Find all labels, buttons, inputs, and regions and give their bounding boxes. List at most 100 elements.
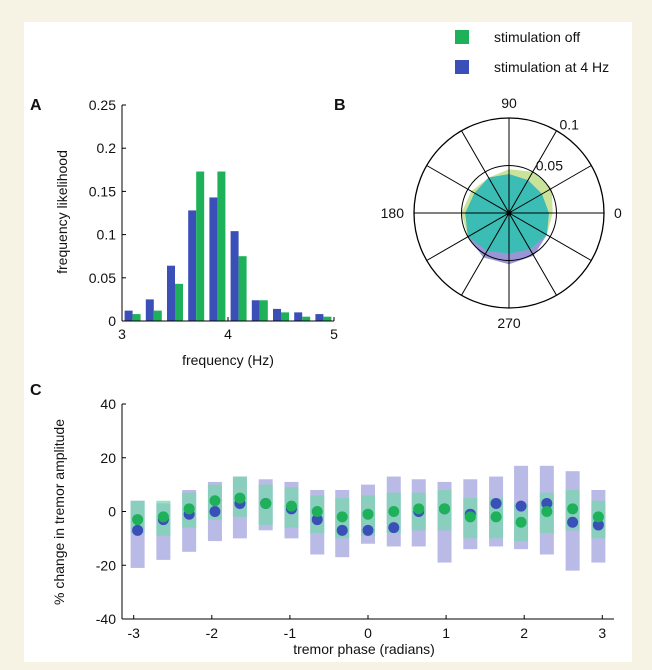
point-off — [413, 503, 425, 515]
bar-4hz — [294, 312, 303, 321]
polar-area-overlap — [465, 174, 549, 254]
polar-radial-label: 0.05 — [536, 158, 563, 174]
point-4hz — [541, 497, 553, 509]
panel-a-xtick-label: 5 — [330, 326, 338, 342]
polar-spoke — [426, 212, 510, 261]
panel-a-ytick-label: 0.1 — [97, 227, 117, 243]
point-4hz — [567, 516, 579, 528]
point-4hz — [209, 506, 221, 517]
bar-off — [132, 314, 141, 321]
bar-off — [217, 171, 226, 321]
point-off — [260, 497, 272, 509]
polar-angle-label: 180 — [381, 205, 405, 221]
bar-off — [238, 256, 247, 321]
panel-c-xtick-label: 2 — [520, 625, 528, 641]
polar-spoke — [461, 212, 510, 296]
bar-4hz — [251, 300, 260, 321]
panel-c-ytick-label: -20 — [96, 557, 116, 573]
bar-4hz — [273, 308, 281, 321]
point-off — [464, 511, 476, 523]
panel-c-ylabel: % change in tremor amplitude — [51, 419, 67, 605]
panel-c-xlabel: tremor phase (radians) — [293, 641, 435, 657]
panel-a-xtick-label: 4 — [224, 326, 232, 342]
point-off — [567, 503, 579, 515]
legend-swatch-4hz — [455, 60, 469, 74]
panel-a-ytick-label: 0.05 — [89, 270, 116, 286]
bar-off — [302, 316, 311, 321]
bar-4hz — [315, 314, 324, 321]
panel-a-ylabel: frequency likelihood — [54, 150, 70, 274]
panel-a-bars — [124, 171, 332, 321]
polar-spoke — [426, 165, 510, 214]
panel-a-ytick-label: 0.25 — [89, 97, 116, 113]
point-4hz — [515, 500, 527, 512]
bar-off — [153, 310, 162, 321]
bar-4hz — [230, 231, 239, 321]
bar-off — [281, 312, 289, 321]
panel-c: C -40 -20 0 20 40 -3 -2 -1 0 1 2 3 tremor phase (ra… — [30, 382, 614, 657]
panel-label-a: A — [30, 97, 42, 114]
point-off — [285, 500, 297, 512]
panel-b: B 90 180 270 0 0.05 0.1 — [334, 95, 622, 331]
point-4hz — [311, 514, 323, 526]
panel-a-xlabel: frequency (Hz) — [182, 352, 274, 368]
bar-4hz — [188, 210, 197, 321]
panel-a-ytick-label: 0.2 — [97, 140, 117, 156]
bar-off — [196, 171, 205, 321]
polar-spoke — [508, 165, 592, 214]
bar-4hz — [124, 310, 133, 321]
polar-angle-label: 270 — [497, 315, 521, 331]
panel-a-xtick-label: 3 — [118, 326, 126, 342]
legend-label-off: stimulation off — [494, 29, 580, 45]
bar-4hz — [167, 265, 175, 321]
panel-c-xtick-label: 3 — [598, 625, 606, 641]
panel-c-xtick-label: -1 — [284, 625, 297, 641]
point-off — [515, 516, 527, 528]
point-off — [439, 503, 451, 515]
panel-c-xtick-label: 0 — [364, 625, 372, 641]
polar-spoke — [508, 212, 592, 261]
point-off — [234, 492, 246, 504]
panel-c-ytick-label: 0 — [108, 504, 116, 520]
panel-c-points — [132, 492, 604, 536]
point-4hz — [132, 524, 144, 536]
polar-angle-label: 0 — [614, 205, 622, 221]
panel-a-ytick-label: 0.15 — [89, 183, 116, 199]
polar-spoke — [508, 130, 557, 214]
point-4hz — [336, 524, 348, 536]
point-off — [362, 508, 374, 520]
point-4hz — [592, 519, 604, 531]
point-4hz — [362, 524, 374, 536]
point-off — [490, 511, 502, 523]
point-off — [592, 511, 604, 523]
point-off — [311, 506, 323, 517]
polar-radial-label: 0.1 — [560, 117, 580, 133]
legend-swatch-off — [455, 30, 469, 44]
point-off — [157, 511, 169, 523]
bar-off — [175, 283, 183, 321]
polar-center — [506, 210, 512, 216]
point-off — [209, 495, 221, 507]
panel-c-xtick-label: -2 — [206, 625, 219, 641]
panel-c-ytick-label: 40 — [100, 396, 116, 412]
point-off — [183, 503, 195, 515]
panel-b-polar: 90 180 270 0 0.05 0.1 — [381, 95, 622, 331]
polar-spoke — [461, 130, 510, 214]
panel-c-ytick-label: -40 — [96, 611, 116, 627]
panel-c-xtick-label: 1 — [442, 625, 450, 641]
panel-c-xtick-label: -3 — [127, 625, 140, 641]
point-off — [132, 514, 144, 526]
panel-a-ytick-label: 0 — [108, 313, 116, 329]
point-4hz — [490, 497, 502, 509]
polar-angle-label: 90 — [501, 95, 517, 111]
panel-label-b: B — [334, 97, 346, 114]
point-off — [336, 511, 348, 523]
panel-a: A 00.050.10.150.20.253 4 5 frequency (Hz) … — [30, 97, 338, 368]
panel-a-axes: 0 0.05 0.1 0.15 0.2 0.25 3 4 5 — [89, 97, 338, 342]
polar-spoke — [508, 212, 557, 296]
point-4hz — [388, 522, 400, 534]
legend-label-4hz: stimulation at 4 Hz — [494, 59, 609, 75]
bar-4hz — [209, 197, 218, 321]
point-off — [541, 506, 553, 517]
